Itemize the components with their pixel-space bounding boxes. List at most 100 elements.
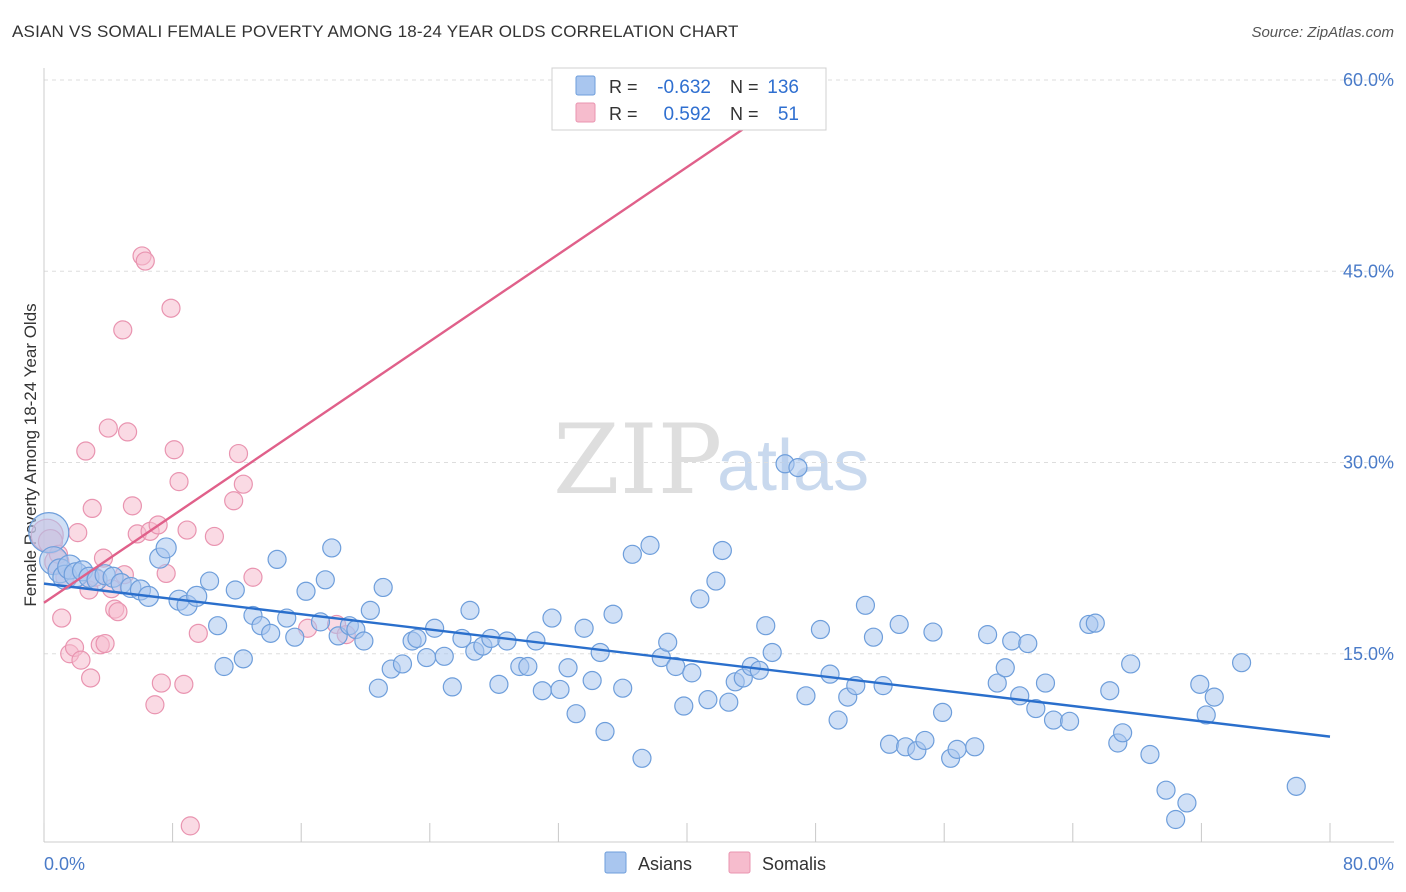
asian-point-101	[879, 734, 900, 754]
asian-point-67	[590, 642, 610, 663]
legend-somalis-swatch	[728, 851, 751, 874]
somali-n-label: N =	[730, 104, 759, 124]
asian-point-131	[1190, 674, 1210, 694]
asian-point-105	[915, 730, 935, 751]
somali-trendline	[43, 79, 817, 604]
asian-point-64	[566, 704, 586, 724]
asian-swatch	[575, 75, 596, 96]
asian-point-70	[613, 678, 633, 698]
asian-n-label: N =	[730, 77, 759, 97]
asian-point-41	[373, 577, 393, 598]
asian-point-98	[855, 595, 876, 615]
asian-point-48	[434, 646, 454, 666]
asian-point-89	[762, 642, 782, 663]
asian-point-68	[595, 721, 615, 742]
y-axis-label: Female Poverty Among 18-24 Year Olds	[21, 303, 40, 606]
asian-point-33	[315, 570, 335, 590]
asian-point-114	[1002, 631, 1022, 651]
asian-point-40	[368, 678, 388, 698]
somali-swatch	[575, 102, 596, 123]
x-tick-labels: 0.0% 80.0%	[44, 854, 1394, 874]
somali-point-11	[81, 668, 101, 688]
asian-r-label: R =	[609, 77, 638, 97]
asian-point-60	[532, 681, 552, 701]
asian-point-78	[682, 663, 702, 683]
asian-point-88	[756, 616, 776, 636]
asian-point-83	[719, 692, 739, 712]
asian-point-28	[267, 549, 287, 570]
asian-point-95	[828, 710, 848, 730]
asian-point-118	[1035, 673, 1056, 693]
asian-point-62	[550, 679, 570, 700]
asian-point-112	[987, 673, 1007, 693]
asian-point-125	[1113, 723, 1133, 743]
asian-point-43	[392, 654, 413, 674]
somali-point-23	[122, 496, 143, 516]
somali-r-value: 0.592	[663, 104, 711, 125]
asian-point-102	[889, 614, 909, 635]
asian-point-38	[354, 631, 374, 651]
somali-point-40	[224, 491, 244, 511]
somali-point-9	[76, 441, 96, 461]
y-tick-label-1: 30.0%	[1343, 453, 1394, 473]
asian-point-123	[1100, 681, 1120, 701]
asian-point-81	[706, 571, 726, 591]
asian-point-46	[416, 647, 437, 668]
legend-asians-label: Asians	[638, 854, 692, 874]
asian-point-34	[322, 538, 342, 558]
asian-point-115	[1010, 686, 1030, 706]
asian-point-16	[155, 537, 177, 559]
stats-legend: R = -0.632 N = 136 R = 0.592 N = 51	[551, 67, 827, 131]
somali-point-42	[233, 474, 253, 494]
somali-point-35	[174, 674, 194, 694]
watermark: ZIP atlas	[553, 404, 869, 516]
asian-point-73	[640, 535, 660, 555]
asian-point-111	[978, 625, 998, 645]
axes	[43, 68, 1394, 843]
asian-point-23	[225, 580, 245, 600]
asian-point-22	[214, 656, 234, 677]
asian-point-39	[360, 600, 380, 621]
somali-point-16	[95, 633, 115, 654]
asian-point-100	[873, 676, 893, 696]
somali-point-37	[180, 816, 200, 836]
gridlines	[44, 79, 1394, 655]
legend-asians-swatch	[604, 851, 627, 874]
somali-point-43	[243, 567, 263, 587]
y-tick-label-3: 60.0%	[1343, 70, 1394, 90]
somali-point-30	[151, 673, 171, 693]
somali-point-28	[145, 695, 165, 715]
asian-point-51	[460, 600, 480, 621]
asian-point-133	[1204, 687, 1224, 707]
asian-point-63	[558, 658, 578, 678]
somali-point-26	[135, 251, 155, 271]
asian-point-134	[1231, 653, 1252, 673]
asian-point-71	[622, 544, 642, 564]
asian-point-56	[497, 631, 517, 651]
asian-point-30	[285, 627, 305, 647]
somali-point-39	[204, 526, 224, 547]
somali-point-34	[169, 472, 189, 492]
asian-point-20	[199, 571, 220, 591]
asian-point-45	[407, 628, 427, 649]
asian-r-value: -0.632	[657, 77, 711, 98]
trendlines	[43, 79, 1331, 738]
somali-point-33	[164, 440, 184, 460]
somali-point-36	[177, 520, 197, 540]
asian-point-31	[296, 581, 316, 601]
y-tick-label-2: 45.0%	[1343, 261, 1394, 281]
somali-point-8	[71, 650, 91, 670]
somali-point-21	[113, 320, 133, 340]
asian-point-120	[1059, 711, 1080, 731]
asian-point-65	[574, 618, 594, 638]
legend-somalis-label: Somalis	[762, 854, 826, 874]
asian-point-58	[518, 656, 538, 677]
chart-title: ASIAN VS SOMALI FEMALE POVERTY AMONG 18-…	[12, 22, 739, 41]
asian-point-129	[1166, 809, 1186, 830]
asian-point-49	[442, 677, 462, 697]
somali-point-3	[52, 608, 72, 628]
watermark-zip: ZIP	[553, 404, 722, 516]
asian-point-0	[28, 512, 70, 554]
asian-point-21	[208, 616, 228, 636]
asian-point-128	[1156, 780, 1176, 800]
